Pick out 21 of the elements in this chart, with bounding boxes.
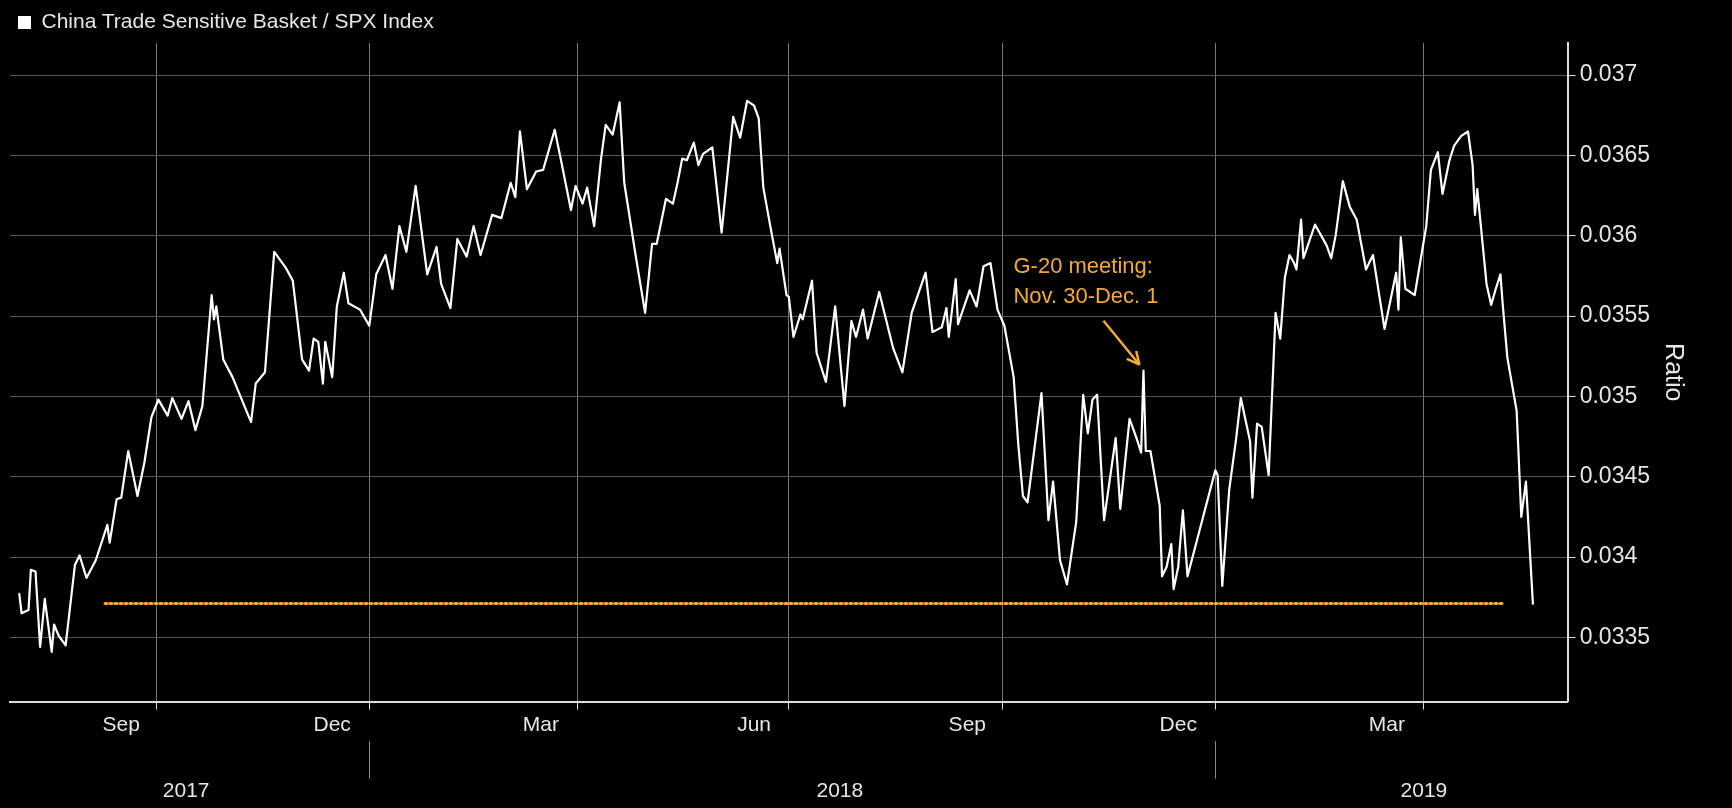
y-tick-label: 0.0345 (1579, 462, 1651, 489)
y-tick-label: 0.037 (1579, 60, 1638, 87)
x-tick-label: Mar (522, 712, 559, 735)
y-tick-label: 0.0335 (1579, 622, 1651, 649)
x-tick-label: Dec (313, 712, 351, 735)
x2-tick-label: 2018 (816, 778, 864, 802)
x-tick-label: Mar (1368, 712, 1405, 735)
x2-tick-label: 2019 (1400, 778, 1448, 802)
x-tick-label: Sep (948, 712, 986, 735)
x-tick-label: Dec (1159, 712, 1197, 735)
x2-tick-label: 2017 (162, 778, 210, 802)
y-tick-label: 0.035 (1579, 381, 1638, 408)
legend-label: China Trade Sensitive Basket / SPX Index (41, 9, 435, 33)
annotation: G-20 meeting: Nov. 30-Dec. 1 (1013, 252, 1159, 308)
y-axis-title: Ratio (1661, 343, 1690, 402)
x-tick-label: Jun (737, 712, 771, 735)
y-tick-label: 0.0365 (1579, 140, 1651, 167)
x-tick-label: Sep (102, 712, 140, 735)
y-tick-label: 0.0355 (1579, 301, 1651, 328)
y-tick-label: 0.036 (1579, 221, 1638, 248)
y-tick-label: 0.034 (1579, 542, 1638, 569)
